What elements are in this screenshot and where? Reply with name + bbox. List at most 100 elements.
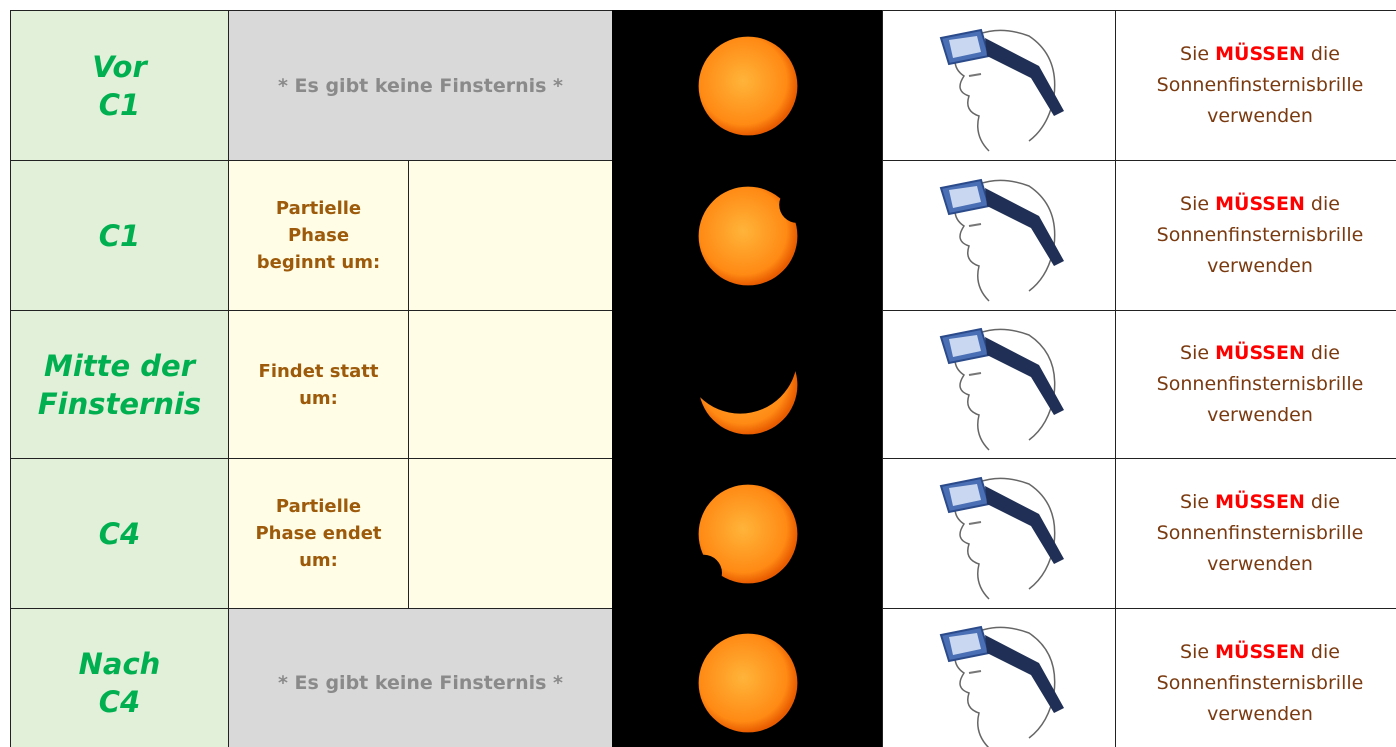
glasses-image [882, 458, 1116, 609]
note-text: Sie [1180, 43, 1209, 65]
note-emphasis: MÜSSEN [1215, 342, 1305, 364]
mouth [969, 671, 981, 673]
glasses-icon [919, 613, 1079, 747]
note-text: Sie [1180, 342, 1209, 364]
page: VorC1* Es gibt keine Finsternis *Sie MÜS… [0, 0, 1396, 747]
temple [985, 38, 1064, 116]
note-emphasis: MÜSSEN [1215, 43, 1305, 65]
label-line: Vor [92, 48, 147, 86]
time-field [408, 160, 613, 311]
time-field [408, 458, 613, 609]
phase-label: Mitte derFinsternis [10, 310, 229, 459]
note-emphasis: MÜSSEN [1215, 193, 1305, 215]
warning-note: Sie MÜSSEN dieSonnenfinsternisbrilleverw… [1115, 160, 1396, 311]
note-line: Sonnenfinsternisbrille [1157, 70, 1364, 101]
note-line: Sie MÜSSEN die [1180, 637, 1340, 668]
glasses-icon [919, 16, 1079, 156]
glasses-icon [919, 315, 1079, 455]
note-line: Sie MÜSSEN die [1180, 487, 1340, 518]
note-emphasis: MÜSSEN [1215, 491, 1305, 513]
sun-icon [683, 618, 813, 747]
sun-disc [698, 36, 797, 135]
phase-line: Phase [288, 222, 349, 249]
temple [985, 486, 1064, 564]
mouth [969, 373, 981, 375]
note-text: die [1311, 641, 1340, 663]
phase-line: Partielle [276, 493, 361, 520]
sun-image [612, 458, 883, 609]
sun-disc [698, 186, 797, 285]
temple [985, 337, 1064, 415]
note-line: Sonnenfinsternisbrille [1157, 518, 1364, 549]
note-line: verwenden [1207, 699, 1313, 730]
note-line: Sie MÜSSEN die [1180, 189, 1340, 220]
glasses-icon [919, 464, 1079, 604]
sun-disc [698, 335, 797, 434]
phase-line: Findet statt [259, 358, 379, 385]
sun-icon [683, 171, 813, 301]
mouth [969, 224, 981, 226]
note-line: verwenden [1207, 251, 1313, 282]
glasses-image [882, 10, 1116, 161]
note-line: verwenden [1207, 101, 1313, 132]
sun-image [612, 608, 883, 747]
label-line: Finsternis [38, 385, 201, 423]
sun-image [612, 10, 883, 161]
note-line: verwenden [1207, 549, 1313, 580]
glasses-image [882, 310, 1116, 459]
label-line: Mitte der [44, 347, 195, 385]
time-field [408, 310, 613, 459]
note-text: Sie [1180, 491, 1209, 513]
sun-icon [683, 320, 813, 450]
note-line: Sie MÜSSEN die [1180, 39, 1340, 70]
note-line: Sie MÜSSEN die [1180, 338, 1340, 369]
note-line: Sonnenfinsternisbrille [1157, 220, 1364, 251]
note-emphasis: MÜSSEN [1215, 641, 1305, 663]
note-text: die [1311, 491, 1340, 513]
sun-disc [698, 634, 797, 733]
phase-line: um: [299, 547, 338, 574]
note-text: die [1311, 43, 1340, 65]
sun-image [612, 160, 883, 311]
temple [985, 635, 1064, 713]
sun-icon [683, 469, 813, 599]
glasses-icon [919, 166, 1079, 306]
phase-label: C4 [10, 458, 229, 609]
phase-line: Phase endet [255, 520, 381, 547]
label-line: Nach [79, 645, 161, 683]
no-eclipse-text: * Es gibt keine Finsternis * [278, 75, 563, 97]
no-eclipse: * Es gibt keine Finsternis * [228, 10, 613, 161]
sun-disc [698, 484, 797, 583]
glasses-image [882, 608, 1116, 747]
sun-image [612, 310, 883, 459]
phase-line: beginnt um: [257, 249, 380, 276]
no-eclipse: * Es gibt keine Finsternis * [228, 608, 613, 747]
note-text: Sie [1180, 193, 1209, 215]
temple [985, 188, 1064, 266]
note-text: die [1311, 193, 1340, 215]
note-text: die [1311, 342, 1340, 364]
note-text: Sie [1180, 641, 1209, 663]
mouth [969, 74, 981, 76]
note-line: verwenden [1207, 400, 1313, 431]
label-line: C1 [99, 217, 140, 255]
phase-label: NachC4 [10, 608, 229, 747]
mouth [969, 522, 981, 524]
note-line: Sonnenfinsternisbrille [1157, 369, 1364, 400]
label-line: C1 [99, 86, 140, 124]
label-line: C4 [99, 515, 140, 553]
no-eclipse-text: * Es gibt keine Finsternis * [278, 672, 563, 694]
note-line: Sonnenfinsternisbrille [1157, 668, 1364, 699]
phase-line: Partielle [276, 195, 361, 222]
phase-line: um: [299, 385, 338, 412]
label-line: C4 [99, 683, 140, 721]
glasses-image [882, 160, 1116, 311]
